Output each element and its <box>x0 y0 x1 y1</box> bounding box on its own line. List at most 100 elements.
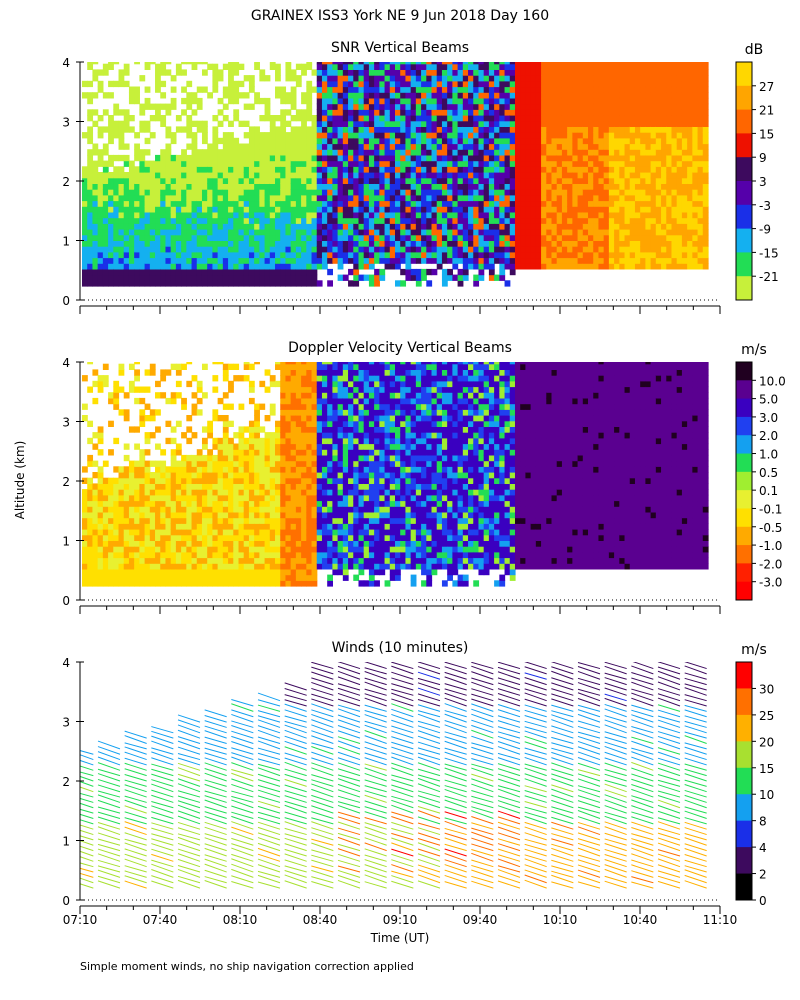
heatmap-cell <box>196 120 203 127</box>
heatmap-cell <box>608 172 615 179</box>
heatmap-cell <box>155 200 161 207</box>
heatmap-cell <box>441 194 448 202</box>
heatmap-cell <box>588 92 594 99</box>
heatmap-cell <box>165 397 172 405</box>
heatmap-cell <box>254 246 260 253</box>
heatmap-cell <box>530 263 537 270</box>
heatmap-cell <box>212 240 219 247</box>
heatmap-cell <box>447 75 453 82</box>
heatmap-cell <box>82 506 88 513</box>
heatmap-cell <box>520 86 527 93</box>
heatmap-cell <box>593 63 600 70</box>
heatmap-cell <box>175 443 182 450</box>
heatmap-cell <box>441 109 448 116</box>
heatmap-cell <box>551 211 558 219</box>
heatmap-cell <box>128 460 135 467</box>
heatmap-cell <box>582 137 589 145</box>
heatmap-cell <box>212 523 219 530</box>
heatmap-cell <box>102 529 109 536</box>
heatmap-cell <box>238 234 245 241</box>
heatmap-cell <box>415 223 422 230</box>
heatmap-cell <box>321 126 328 133</box>
heatmap-cell <box>196 246 203 253</box>
heatmap-cell <box>321 109 328 116</box>
heatmap-cell <box>82 551 88 559</box>
heatmap-cell <box>134 274 140 281</box>
heatmap-cell <box>368 126 375 133</box>
heatmap-cell <box>561 189 568 196</box>
heatmap-cell <box>134 240 140 247</box>
heatmap-cell <box>290 194 297 202</box>
heatmap-cell <box>316 109 323 116</box>
heatmap-cell <box>567 154 573 162</box>
heatmap-cell <box>353 80 360 88</box>
heatmap-cell <box>452 62 459 65</box>
heatmap-cell <box>488 160 495 167</box>
heatmap-cell <box>170 363 177 370</box>
heatmap-cell <box>191 568 198 576</box>
heatmap-cell <box>170 154 177 162</box>
heatmap-cell <box>181 551 187 559</box>
heatmap-cell <box>123 263 130 270</box>
heatmap-cell <box>102 211 109 219</box>
heatmap-cell <box>478 183 485 190</box>
heatmap-cell <box>175 223 182 230</box>
heatmap-cell <box>337 143 344 150</box>
heatmap-cell <box>217 211 224 219</box>
heatmap-cell <box>259 246 266 253</box>
heatmap-cell <box>92 240 99 247</box>
heatmap-cell <box>175 263 182 270</box>
heatmap-cell <box>608 177 615 184</box>
heatmap-cell <box>134 568 140 576</box>
heatmap-cell <box>201 246 208 253</box>
heatmap-cell <box>275 143 281 150</box>
heatmap-cell <box>217 551 224 559</box>
heatmap-cell <box>332 246 339 253</box>
heatmap-cell <box>410 166 417 173</box>
heatmap-cell <box>118 369 125 376</box>
heatmap-cell <box>144 517 151 524</box>
heatmap-cell <box>535 177 542 184</box>
heatmap-cell <box>405 211 412 219</box>
heatmap-cell <box>535 183 542 190</box>
heatmap-cell <box>541 229 547 236</box>
heatmap-cell <box>222 160 229 167</box>
heatmap-cell <box>108 160 114 167</box>
heatmap-cell <box>431 200 438 207</box>
heatmap-cell <box>269 263 276 270</box>
heatmap-cell <box>541 86 547 93</box>
heatmap-cell <box>358 177 365 184</box>
heatmap-cell <box>118 494 125 502</box>
heatmap-cell <box>259 143 266 150</box>
heatmap-cell <box>217 160 224 167</box>
heatmap-cell <box>348 154 354 162</box>
heatmap-cell <box>363 126 370 133</box>
heatmap-cell <box>593 103 600 110</box>
heatmap-cell <box>572 109 579 116</box>
heatmap-cell <box>363 257 370 264</box>
heatmap-cell <box>321 62 328 65</box>
y-tick-label: 4 <box>62 56 70 70</box>
heatmap-cell <box>462 246 469 253</box>
heatmap-cell <box>160 120 167 127</box>
heatmap-cell <box>598 200 605 207</box>
heatmap-cell <box>499 115 506 122</box>
heatmap-cell <box>254 217 260 224</box>
heatmap-cell <box>186 517 193 524</box>
heatmap-cell <box>123 551 130 559</box>
heatmap-cell <box>342 109 349 116</box>
heatmap-cell <box>186 534 193 541</box>
heatmap-cell <box>551 137 558 145</box>
heatmap-cell <box>452 223 459 230</box>
heatmap-cell <box>608 183 615 190</box>
heatmap-cell <box>608 223 615 230</box>
heatmap-cell <box>248 183 255 190</box>
heatmap-cell <box>108 392 114 399</box>
heatmap-cell <box>87 126 94 133</box>
heatmap-cell <box>254 257 260 264</box>
heatmap-cell <box>337 166 344 173</box>
heatmap-cell <box>441 189 448 196</box>
heatmap-cell <box>447 63 453 70</box>
heatmap-cell <box>238 189 245 196</box>
heatmap-cell <box>561 229 568 236</box>
